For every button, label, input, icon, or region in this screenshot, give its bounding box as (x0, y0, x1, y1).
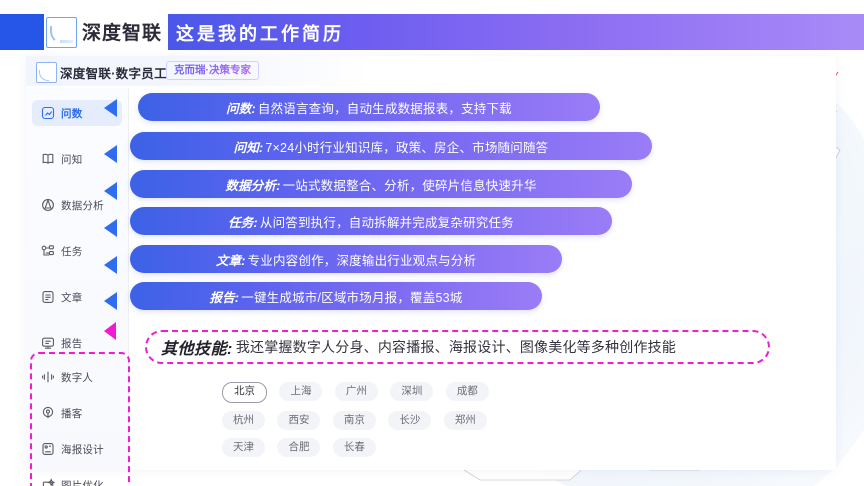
sidebar-item-haibaosheji[interactable]: 海报设计 (32, 436, 122, 462)
document-icon (40, 290, 55, 305)
bubble-text: 从问答到执行，自动拆解并完成复杂研究任务 (259, 215, 514, 230)
city-chip-list: 北京 上海 广州 深圳 成都 杭州 西安 南京 长沙 郑州 天津 合肥 长春 (222, 381, 522, 464)
sidebar-item-label: 任务 (61, 245, 83, 258)
digital-human-icon (40, 370, 55, 385)
magenta-pointer-triangle-icon (104, 322, 116, 340)
sidebar-item-wenzhi[interactable]: 问知 (32, 146, 122, 172)
brand-square-icon (46, 17, 77, 48)
sidebar-item-boke[interactable]: 播客 (32, 400, 122, 426)
sidebar-item-label: 数据分析 (61, 199, 104, 212)
bubble-title: 文章: (215, 253, 246, 268)
bubble-title: 问知: (233, 140, 264, 155)
sidebar-item-label: 报告 (61, 337, 83, 350)
city-chip[interactable]: 杭州 (222, 411, 265, 430)
pointer-triangle-icon (104, 292, 117, 310)
city-chip[interactable]: 长沙 (388, 411, 432, 430)
bubble-title: 数据分析: (225, 178, 281, 193)
report-icon (40, 336, 55, 351)
city-chip[interactable]: 深圳 (390, 382, 434, 401)
bubble-title: 报告: (209, 290, 240, 305)
feature-bubble-baogao[interactable]: 报告: 一键生成城市/区域市场月报，覆盖53城 (130, 282, 542, 310)
city-chip[interactable]: 南京 (332, 411, 376, 430)
pointer-triangle-icon (104, 219, 117, 237)
task-node-icon (40, 244, 55, 259)
page-title: 这是我的工作简历 (176, 24, 344, 44)
header-blue-block (0, 14, 44, 50)
sidebar-item-baogao[interactable]: 报告 (32, 330, 122, 356)
card-brand-square-icon (36, 62, 57, 83)
sidebar-item-label: 文章 (61, 291, 83, 304)
city-chip[interactable]: 北京 (222, 382, 267, 403)
other-skills-text: 我还掌握数字人分身、内容播报、海报设计、图像美化等多种创作技能 (235, 339, 677, 355)
feature-bubble-shujufenxi[interactable]: 数据分析: 一站式数据整合、分析，使碎片信息快速升华 (130, 170, 632, 198)
city-chip[interactable]: 天津 (222, 438, 265, 457)
brand-icon-bar (60, 40, 73, 43)
sidebar-item-label: 问知 (61, 153, 83, 166)
sidebar-item-wenzhang[interactable]: 文章 (32, 284, 122, 310)
pointer-triangle-icon (104, 99, 117, 117)
brand-name: 深度智联 (82, 23, 163, 44)
sidebar-item-label: 问数 (61, 107, 83, 120)
page-header: 深度智联 这是我的工作简历 (0, 14, 864, 50)
extra-skills-highlight-box (30, 352, 130, 486)
podcast-mic-icon (40, 406, 55, 421)
expert-badge: 克而瑞·决策专家 (166, 61, 259, 80)
chart-query-icon (40, 106, 55, 121)
sidebar-item-shujufenxi[interactable]: 数据分析 (32, 192, 122, 218)
feature-bubble-wenzhang[interactable]: 文章: 专业内容创作，深度输出行业观点与分析 (130, 245, 562, 273)
feature-bubble-renwu[interactable]: 任务: 从问答到执行，自动拆解并完成复杂研究任务 (130, 207, 612, 235)
header-gradient-bar (168, 14, 864, 50)
sidebar-item-label: 数字人 (61, 371, 94, 384)
sidebar-item-tupianyouhua[interactable]: 图片优化 (32, 472, 122, 486)
pointer-triangle-icon (104, 256, 117, 274)
bubble-text: 7×24小时行业知识库，政策、房企、市场随问随答 (265, 140, 549, 155)
sidebar-item-shuzihren[interactable]: 数字人 (32, 364, 122, 390)
book-icon (40, 152, 55, 167)
bubble-title: 任务: (228, 215, 258, 230)
bubble-text: 一站式数据整合、分析，使碎片信息快速升华 (282, 178, 537, 193)
sidebar-item-label: 海报设计 (61, 443, 104, 456)
sidebar-item-label: 图片优化 (61, 479, 104, 486)
city-chip[interactable]: 成都 (445, 382, 489, 401)
bubble-text: 专业内容创作，深度输出行业观点与分析 (247, 253, 477, 268)
city-chip[interactable]: 广州 (334, 382, 378, 401)
pointer-triangle-icon (104, 182, 117, 200)
feature-bubble-wenzhi[interactable]: 问知: 7×24小时行业知识库，政策、房企、市场随问随答 (130, 132, 652, 160)
other-skills-title: 其他技能: (161, 341, 233, 358)
card-brand-name: 深度智联·数字员工 (60, 67, 167, 81)
city-chip[interactable]: 上海 (279, 382, 323, 401)
city-chip[interactable]: 长春 (332, 438, 376, 457)
city-chip[interactable]: 合肥 (277, 438, 321, 457)
poster-design-icon (40, 442, 55, 457)
sidebar-item-label: 播客 (61, 407, 83, 420)
feature-bubble-wenshu[interactable]: 问数: 自然语言查询，自动生成数据报表，支持下载 (138, 93, 600, 121)
other-skills-pill[interactable]: 其他技能: 我还掌握数字人分身、内容播报、海报设计、图像美化等多种创作技能 (145, 330, 770, 364)
pointer-triangle-icon (104, 145, 117, 163)
bubble-text: 自然语言查询，自动生成数据报表，支持下载 (257, 101, 512, 116)
sidebar-item-renwu[interactable]: 任务 (32, 238, 122, 264)
analytics-icon (40, 198, 55, 213)
city-chip[interactable]: 西安 (277, 411, 321, 430)
bubble-title: 问数: (226, 101, 256, 116)
city-chip[interactable]: 郑州 (443, 411, 487, 430)
bubble-text: 一键生成城市/区域市场月报，覆盖53城 (241, 290, 463, 305)
image-enhance-icon (40, 478, 55, 486)
